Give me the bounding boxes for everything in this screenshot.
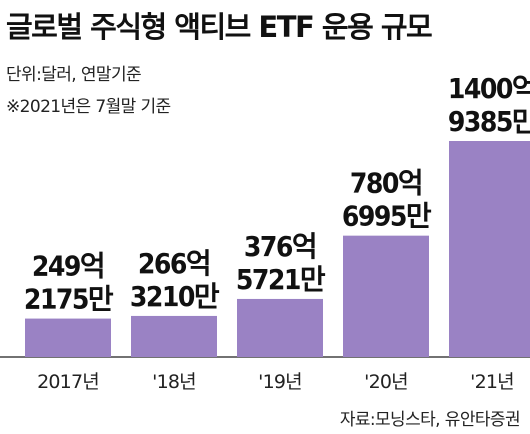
x-tick-label: '18년 — [152, 371, 196, 393]
bar-value-label: 780억 — [350, 167, 422, 200]
basis-note: ※2021년은 7월말 기준 — [6, 97, 171, 117]
bar-value-label: 2175만 — [24, 283, 114, 316]
bar-value-label: 6995만 — [342, 200, 432, 233]
x-tick-label: '20년 — [364, 371, 408, 393]
bar-value-label: 9385만 — [448, 105, 530, 138]
unit-note: 단위:달러, 연말기준 — [6, 65, 142, 85]
bar-value-label: 1400억 — [448, 72, 530, 105]
bar-value-label: 5721만 — [236, 263, 326, 296]
bar-value-label: 3210만 — [130, 280, 220, 313]
source-note: 자료:모닝스타, 유안타증권 — [339, 410, 521, 430]
bar-1 — [131, 315, 217, 357]
bar-value-label: 266억 — [138, 247, 210, 280]
x-tick-label: '21년 — [470, 371, 514, 393]
bar-2 — [237, 298, 323, 357]
bar-0 — [25, 318, 111, 357]
bar-3 — [343, 235, 429, 357]
x-tick-label: '19년 — [258, 371, 302, 393]
chart-title: 글로벌 주식형 액티브 ETF 운용 규모 — [6, 10, 433, 44]
bar-value-label: 376억 — [244, 230, 316, 263]
bar-value-label: 249억 — [32, 250, 104, 283]
x-tick-label: 2017년 — [37, 371, 99, 393]
bar-4 — [449, 141, 530, 357]
